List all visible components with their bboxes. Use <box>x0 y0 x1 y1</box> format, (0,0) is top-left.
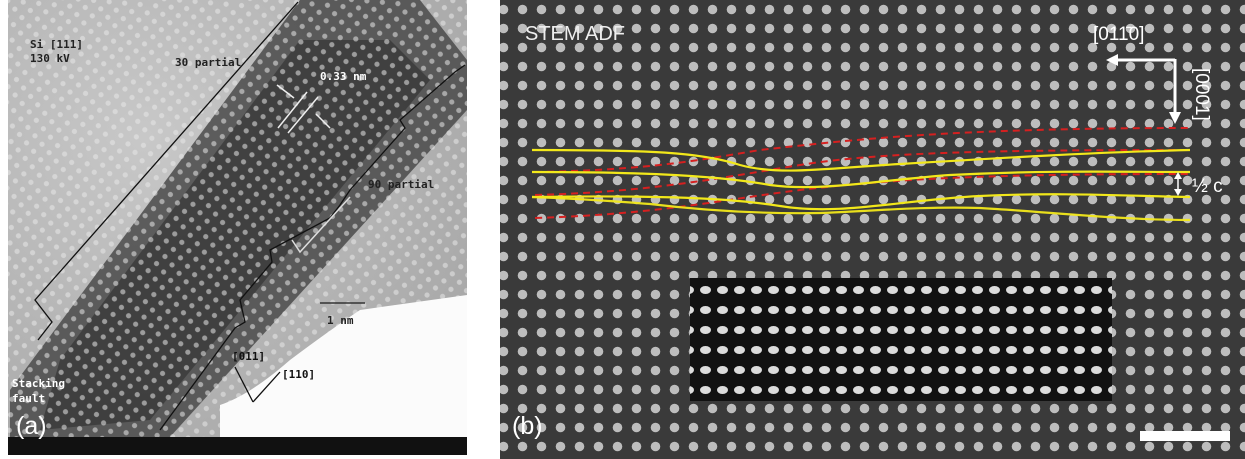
panel-label: (a) <box>16 412 47 440</box>
direction-label: [011] <box>232 350 265 363</box>
fault-label: fault <box>12 392 45 405</box>
direction-label: [110] <box>282 368 315 381</box>
direction-label: [011̄0] <box>1093 24 1144 45</box>
partial-label: 90 partial <box>368 178 434 191</box>
panel-b: STEM ADF [011̄0] [0001] ½ c (b) <box>500 0 1245 459</box>
fault-label: Stacking <box>12 377 65 390</box>
scale-label: 1 nm <box>327 314 354 327</box>
bottom-bar <box>8 437 467 455</box>
panel-label: (b) <box>512 412 543 440</box>
offset-label: ½ c <box>1192 176 1223 197</box>
mode-label: STEM ADF <box>525 23 625 45</box>
partial-label: 30 partial <box>175 56 241 69</box>
inset-lattice <box>690 278 1112 401</box>
direction-label: [0001] <box>1191 68 1212 121</box>
figure: Si [111] 130 kV 30 partial 0.33 nm 90 pa… <box>0 0 1245 459</box>
crystal-label: Si [111] <box>30 38 83 51</box>
scale-bar <box>1140 431 1230 441</box>
voltage-label: 130 kV <box>30 52 70 65</box>
panel-a: Si [111] 130 kV 30 partial 0.33 nm 90 pa… <box>8 0 467 455</box>
spacing-label: 0.33 nm <box>320 70 367 83</box>
